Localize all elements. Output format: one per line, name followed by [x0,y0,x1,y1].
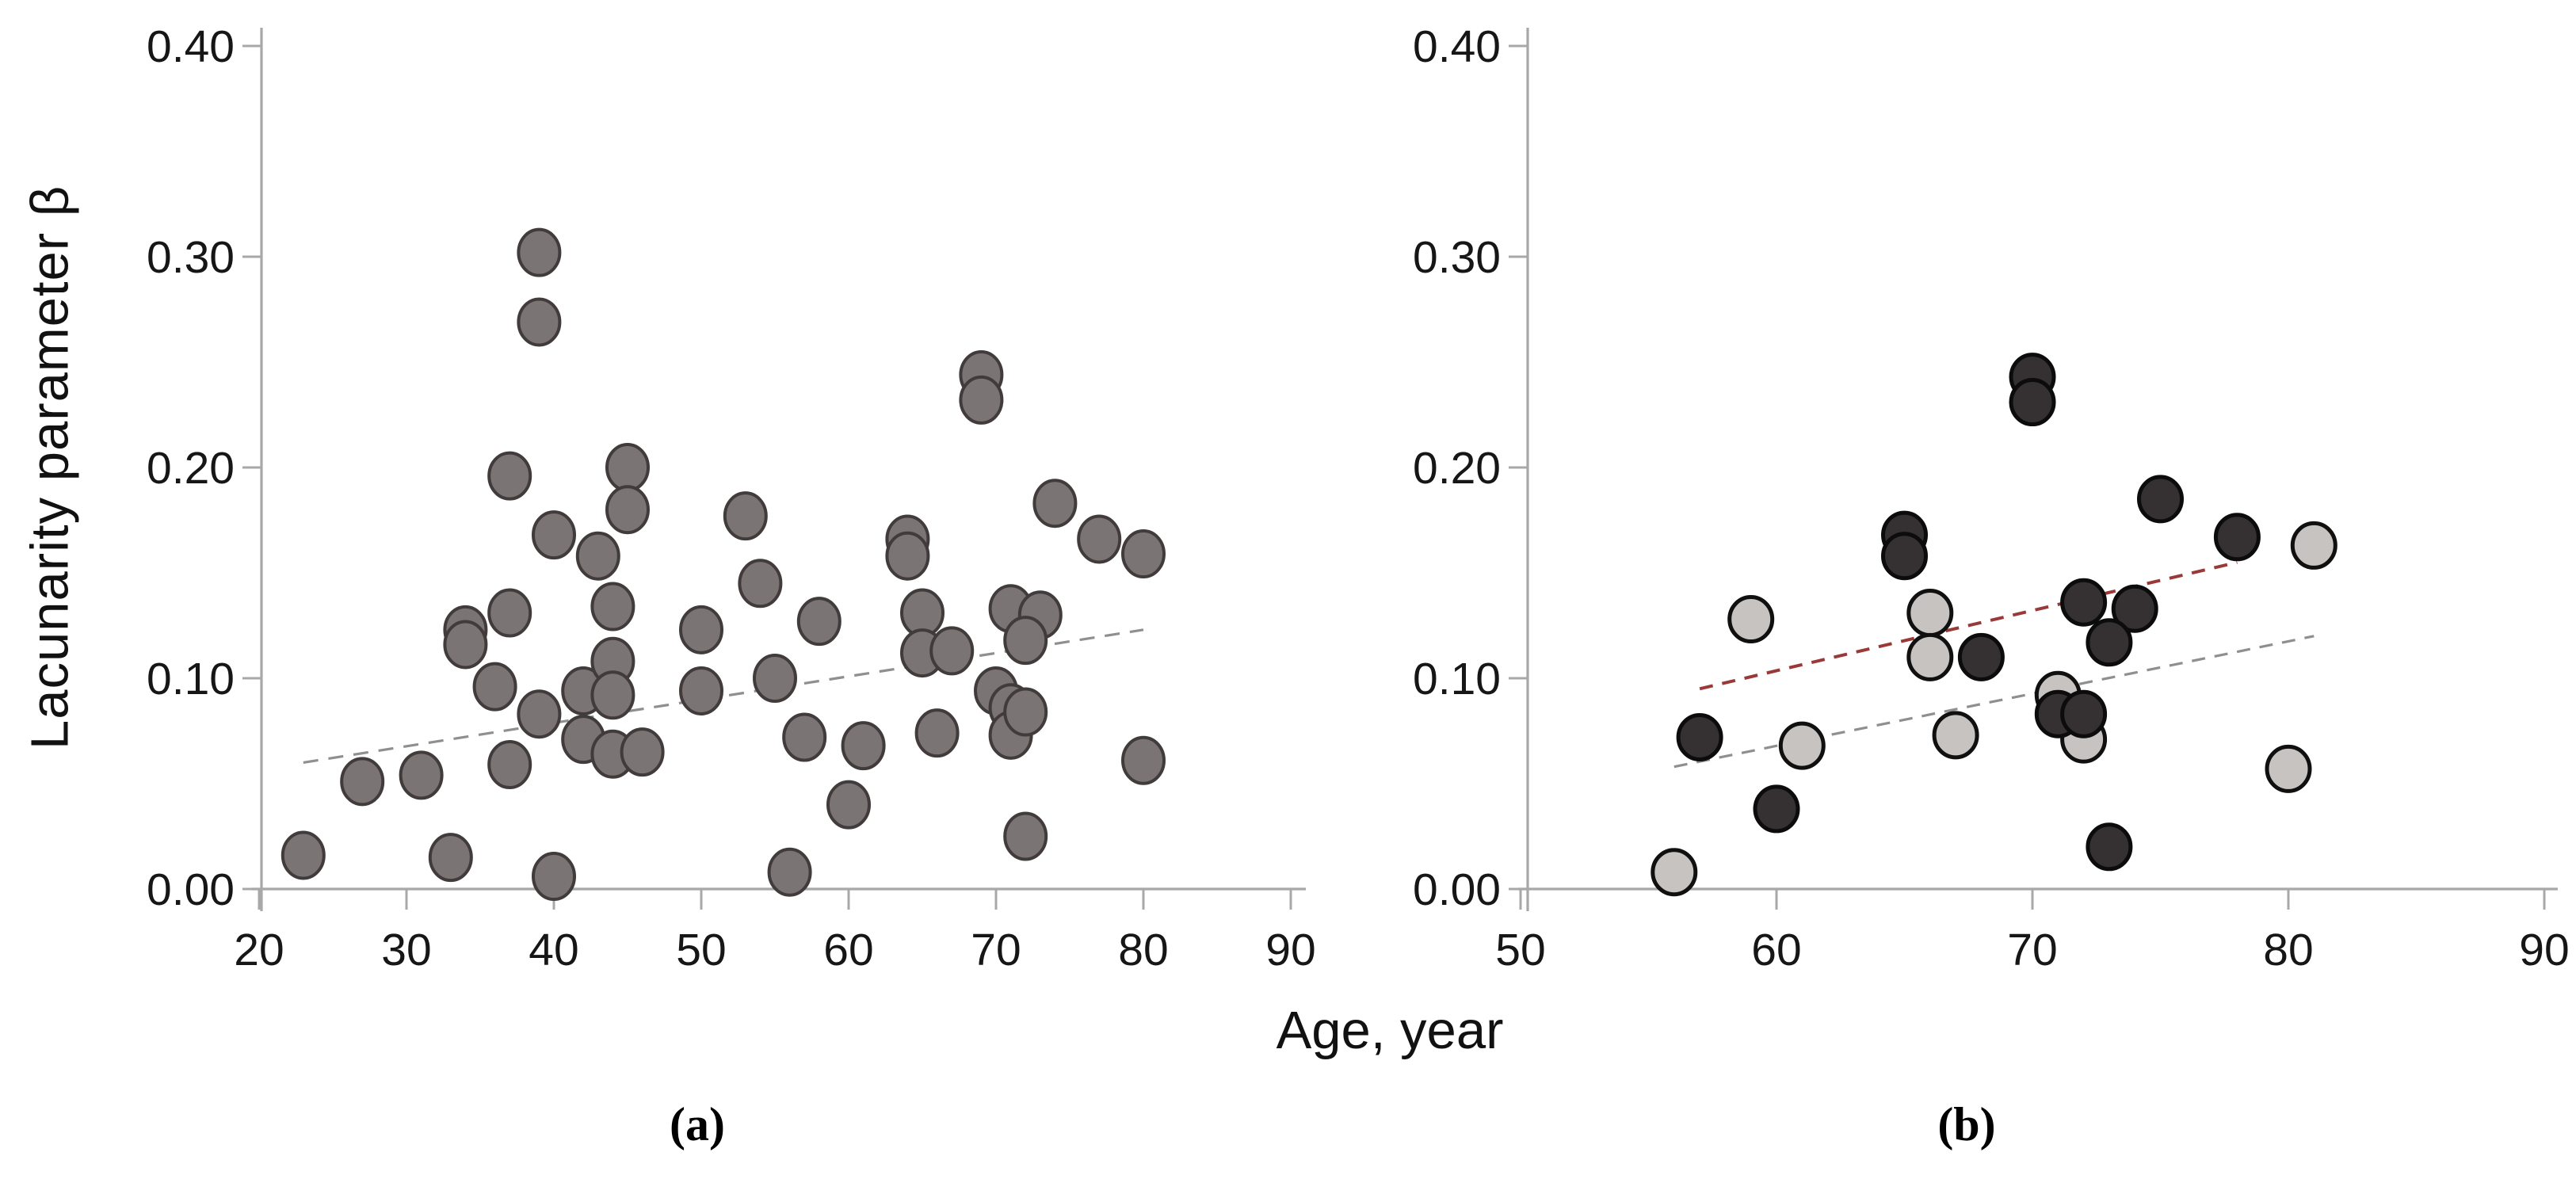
data-point-all-subjects-gray-circles [517,227,562,277]
data-point-all-subjects-gray-circles [1003,616,1048,666]
data-point-all-subjects-gray-circles [929,626,975,676]
data-point-light-gray-circles [1778,721,1826,770]
x-tick-label: 50 [676,925,726,975]
data-point-all-subjects-gray-circles [487,740,532,790]
data-point-all-subjects-gray-circles [590,670,635,720]
x-tick-label: 80 [2263,925,2313,975]
x-tick-label: 20 [234,925,284,975]
data-point-all-subjects-gray-circles [679,666,723,715]
data-point-all-subjects-gray-circles [340,757,385,807]
y-tick-label: 0.10 [1413,654,1501,704]
data-point-dark-circles [1957,632,2005,681]
y-tick-label: 0.20 [147,443,235,494]
data-point-dark-circles [2111,584,2158,633]
y-tick-label: 0.20 [1413,443,1501,494]
data-point-all-subjects-gray-circles [532,852,576,902]
data-point-light-gray-circles [2290,521,2337,570]
x-tick-label: 60 [1751,925,1801,975]
x-tick-label: 50 [1495,925,1545,975]
data-point-all-subjects-gray-circles [796,597,841,647]
data-point-dark-circles [2009,378,2056,427]
data-point-all-subjects-gray-circles [767,847,812,897]
x-tick-label: 80 [1118,925,1168,975]
data-point-light-gray-circles [2265,744,2312,793]
data-point-dark-circles [2086,822,2133,872]
data-point-all-subjects-gray-circles [280,830,326,880]
data-point-all-subjects-gray-circles [723,491,768,541]
y-tick-label: 0.40 [1413,21,1501,72]
x-tick-label: 90 [2519,925,2569,975]
data-point-all-subjects-gray-circles [841,721,886,771]
y-tick-label: 0.40 [147,21,235,72]
trend-line-linear-fit-upper-red [1699,560,2238,691]
data-point-all-subjects-gray-circles [1003,687,1048,737]
data-point-dark-circles [2137,475,2184,524]
x-tick-label: 40 [529,925,578,975]
x-tick-label: 70 [2007,925,2057,975]
data-point-all-subjects-gray-circles [487,451,532,501]
data-point-all-subjects-gray-circles [590,582,635,631]
data-point-light-gray-circles [1727,595,1775,644]
data-point-all-subjects-gray-circles [472,662,517,712]
caption-panel-b: (b) [1937,1098,1996,1150]
y-tick-label: 0.30 [1413,232,1501,283]
data-point-light-gray-circles [1906,632,1954,681]
trend-line-linear-fit-lower-gray [1673,635,2315,769]
data-point-dark-circles [2213,513,2261,562]
data-point-all-subjects-gray-circles [575,531,620,581]
data-point-all-subjects-gray-circles [826,780,871,830]
data-point-all-subjects-gray-circles [738,559,783,609]
data-point-all-subjects-gray-circles [914,708,960,758]
data-point-light-gray-circles [1932,711,1979,760]
data-point-dark-circles [2086,618,2133,667]
data-point-dark-circles [2060,689,2108,738]
data-point-all-subjects-gray-circles [885,531,930,581]
data-point-all-subjects-gray-circles [443,620,488,670]
data-point-all-subjects-gray-circles [532,510,576,560]
data-point-all-subjects-gray-circles [679,605,723,654]
x-tick-label: 30 [381,925,431,975]
caption-panel-a: (a) [670,1098,725,1150]
y-tick-label: 0.10 [147,654,235,704]
data-point-light-gray-circles [1651,848,1698,897]
x-tick-label: 60 [823,925,873,975]
data-point-all-subjects-gray-circles [1032,479,1078,528]
data-point-light-gray-circles [1906,589,1954,638]
data-point-all-subjects-gray-circles [399,750,444,800]
data-point-all-subjects-gray-circles [487,588,532,638]
data-point-all-subjects-gray-circles [782,712,827,762]
x-axis-title: Age, year [1276,1001,1504,1060]
y-axis-title: Lacunarity parameter β [20,185,80,750]
data-point-all-subjects-gray-circles [605,485,650,535]
y-tick-label: 0.30 [147,232,235,283]
data-point-all-subjects-gray-circles [517,297,562,347]
data-point-dark-circles [1881,532,1928,581]
x-tick-label: 70 [971,925,1021,975]
data-point-all-subjects-gray-circles [1121,735,1166,785]
data-point-all-subjects-gray-circles [1003,811,1048,861]
data-point-all-subjects-gray-circles [1121,529,1166,579]
x-tick-label: 90 [1265,925,1315,975]
data-point-all-subjects-gray-circles [620,727,665,777]
data-point-all-subjects-gray-circles [1077,514,1122,564]
data-point-dark-circles [1676,712,1723,761]
data-point-all-subjects-gray-circles [753,654,797,703]
data-point-dark-circles [2060,578,2108,627]
data-point-all-subjects-gray-circles [959,375,1004,425]
data-point-all-subjects-gray-circles [605,443,650,492]
y-tick-label: 0.00 [147,864,235,915]
data-point-all-subjects-gray-circles [517,689,562,739]
y-tick-label: 0.00 [1413,864,1501,915]
data-point-all-subjects-gray-circles [428,833,473,883]
data-point-dark-circles [1753,784,1800,834]
trend-line-linear-fit-all [303,628,1144,764]
